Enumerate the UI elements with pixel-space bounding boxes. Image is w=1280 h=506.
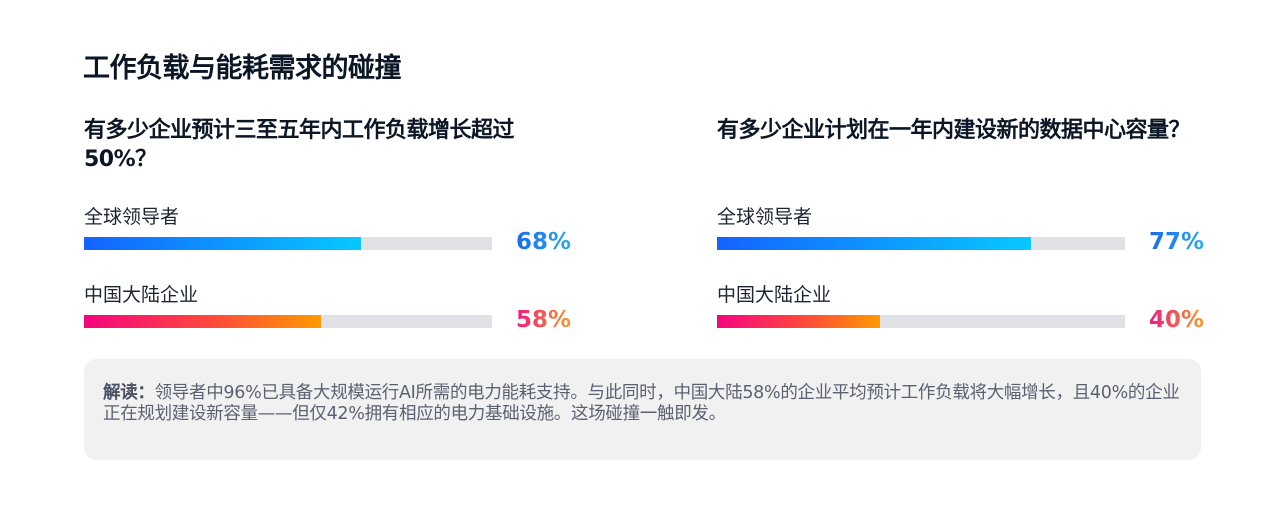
bar-row-china-enterprises: 中国大陆企业 40% xyxy=(717,280,1207,333)
workload-growth-panel: 有多少企业预计三至五年内工作负载增长超过50%？ 全球领导者 68% 中国大陆企… xyxy=(84,116,574,333)
bar-track xyxy=(84,237,492,250)
bar-label: 全球领导者 xyxy=(717,206,813,228)
bar-fill xyxy=(84,315,321,328)
bar-value: 77% xyxy=(1149,229,1205,255)
bar-row-global-leaders: 全球领导者 77% xyxy=(717,202,1207,255)
note-text: 领导者中96%已具备大规模运行AI所需的电力能耗支持。与此同时，中国大陆58%的… xyxy=(103,383,1180,424)
bar-value: 40% xyxy=(1149,307,1205,333)
bar-fill xyxy=(717,237,1032,250)
bar-fill xyxy=(84,237,362,250)
bar-value: 68% xyxy=(516,229,572,255)
bar-label: 全球领导者 xyxy=(84,206,180,228)
bar-value: 58% xyxy=(516,307,572,333)
bar-track xyxy=(84,315,492,328)
panel-question: 有多少企业预计三至五年内工作负载增长超过50%？ xyxy=(84,118,515,172)
bar-row-china-enterprises: 中国大陆企业 58% xyxy=(84,280,574,333)
note-label: 解读： xyxy=(103,383,155,403)
bar-row-global-leaders: 全球领导者 68% xyxy=(84,202,574,255)
datacenter-capacity-panel: 有多少企业计划在一年内建设新的数据中心容量？ 全球领导者 77% 中国大陆企业 … xyxy=(717,116,1207,333)
panel-question: 有多少企业计划在一年内建设新的数据中心容量？ xyxy=(717,118,1191,143)
bar-fill xyxy=(717,315,881,328)
interpretation-note: 解读：领导者中96%已具备大规模运行AI所需的电力能耗支持。与此同时，中国大陆5… xyxy=(84,359,1201,460)
bar-label: 中国大陆企业 xyxy=(717,284,832,306)
bar-track xyxy=(717,315,1125,328)
page-title: 工作负载与能耗需求的碰撞 xyxy=(83,53,402,84)
bar-track xyxy=(717,237,1125,250)
bar-label: 中国大陆企业 xyxy=(84,284,199,306)
